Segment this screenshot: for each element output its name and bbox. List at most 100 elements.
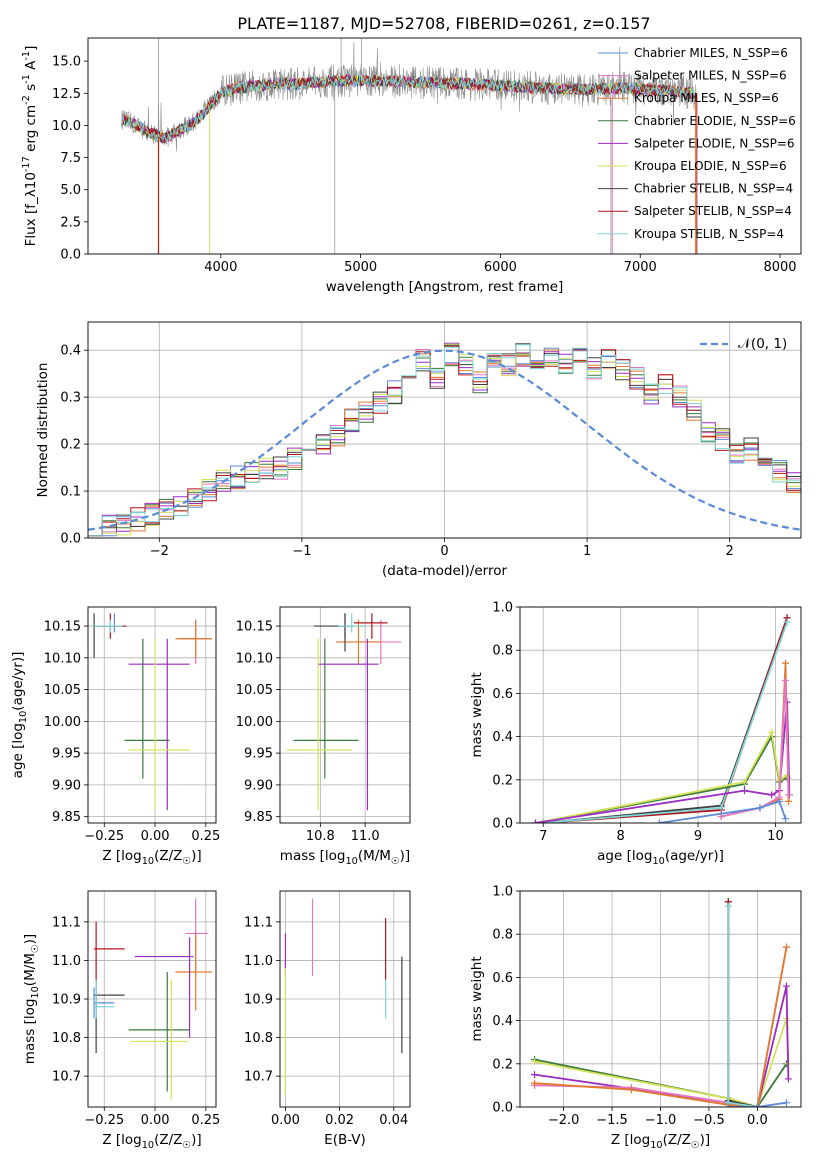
label-part: s xyxy=(23,84,39,95)
axes-frame xyxy=(279,606,411,824)
legend-label: Salpeter STELIB, N_SSP=4 xyxy=(634,204,792,218)
label-part: Flux [f_λ10 xyxy=(23,172,39,246)
y-tick-label: 12.5 xyxy=(52,87,81,102)
x-axis-label: wavelength [Angstrom, rest frame] xyxy=(326,279,564,295)
label-part: )] xyxy=(22,934,38,945)
y-tick-label: 0.0 xyxy=(492,817,513,832)
y-tick-label: 0.0 xyxy=(60,532,81,547)
plot-area xyxy=(531,614,793,823)
x-tick-label: −1.5 xyxy=(596,1113,628,1128)
model-kroupa_stelib xyxy=(121,74,696,143)
x-tick-label: −1.0 xyxy=(645,1113,677,1128)
label-part: (age/yr)] xyxy=(665,848,724,864)
y-tick-label: 9.90 xyxy=(244,778,273,793)
weight-point-kroupa_elodie xyxy=(531,1058,539,1066)
weight-point-chabrier_miles xyxy=(782,815,790,823)
y-tick-label: 10.15 xyxy=(44,620,81,635)
label-part: )] xyxy=(400,848,411,864)
label-part: mass weight xyxy=(469,672,485,757)
label-part: (data-model)/error xyxy=(382,563,508,579)
weight-point-kroupa_stelib xyxy=(783,618,791,626)
y-tick-label: 10.9 xyxy=(52,993,81,1008)
label-part: Z [log xyxy=(102,1132,141,1148)
label-script: 10 xyxy=(30,986,41,998)
weight-point-salpeter_elodie xyxy=(531,1071,539,1079)
weight-point-salpeter_elodie xyxy=(784,1075,792,1083)
weight-point-kroupa_miles xyxy=(782,943,790,951)
y-tick-label: 1.0 xyxy=(492,601,513,616)
weight-point-salpeter_elodie xyxy=(740,787,748,795)
weight-point-chabrier_miles xyxy=(724,1103,732,1107)
plot-area xyxy=(88,342,801,537)
label-part: Chabrier STELIB, N_SSP=4 xyxy=(634,182,793,196)
label-script: -1 xyxy=(21,51,32,61)
x-tick-label: 9 xyxy=(694,829,702,844)
y-tick-label: 10.9 xyxy=(244,993,273,1008)
data-spectrum xyxy=(121,42,697,152)
label-part: )] xyxy=(700,1132,711,1148)
label-part: Salpeter STELIB, N_SSP=4 xyxy=(634,204,792,218)
label-part: mass weight xyxy=(469,956,485,1041)
x-tick-label: 0.04 xyxy=(379,1113,408,1128)
label-part: ] xyxy=(23,46,39,51)
x-tick-label: 11.0 xyxy=(351,829,380,844)
x-tick-label: 8 xyxy=(616,829,624,844)
axes-frame xyxy=(87,606,217,824)
x-axis-label: Z [log10(Z/Z☉)] xyxy=(102,848,201,867)
label-part: A xyxy=(23,60,39,74)
y-tick-label: 2.5 xyxy=(60,215,81,230)
weight-point-salpeter_elodie xyxy=(782,982,790,990)
x-tick-label: 0.02 xyxy=(325,1113,354,1128)
x-tick-label: 0.25 xyxy=(191,1113,220,1128)
hist-kroupa_stelib xyxy=(88,344,801,537)
y-tick-label: 0.6 xyxy=(492,687,513,702)
y-tick-label: 0.3 xyxy=(60,391,81,406)
x-tick-label: 0.0 xyxy=(747,1113,768,1128)
legend-label: Kroupa STELIB, N_SSP=4 xyxy=(634,227,784,241)
plot-area xyxy=(93,898,212,1100)
normal-curve xyxy=(88,349,801,531)
y-tick-label: 0.1 xyxy=(60,485,81,500)
label-script: ☉ xyxy=(182,856,191,867)
label-script: ☉ xyxy=(182,1140,191,1151)
y-tick-label: 10.15 xyxy=(236,620,273,635)
panel-residual_histogram: −2 −1 0 1 2 0.0 0.1 0.2 0.3 0.4 (data-model)/error… xyxy=(35,321,802,579)
label-part: Kroupa STELIB, N_SSP=4 xyxy=(634,227,784,241)
weight-point-kroupa_elodie xyxy=(740,778,748,786)
weight-point-chabrier_miles xyxy=(655,819,663,823)
y-tick-label: 0.8 xyxy=(492,644,513,659)
x-tick-label: −0.5 xyxy=(693,1113,725,1128)
legend: Chabrier MILES, N_SSP=6 Salpeter MILES, N… xyxy=(598,46,796,241)
weight-line-chabrier_miles xyxy=(659,800,787,823)
weight-point-kroupa_stelib xyxy=(724,902,732,910)
label-part: (M/M xyxy=(358,848,391,864)
label-part: )] xyxy=(191,848,202,864)
weight-point-kroupa_miles xyxy=(782,659,790,667)
x-tick-label: 0.25 xyxy=(191,829,220,844)
x-tick-label: 10 xyxy=(767,829,784,844)
y-tick-label: 0.2 xyxy=(492,1057,513,1072)
x-axis-label: Z [log10(Z/Z☉)] xyxy=(611,1132,710,1151)
weight-line-salpeter_miles xyxy=(721,680,790,818)
y-tick-label: 9.95 xyxy=(244,747,273,762)
label-part: (M/M xyxy=(22,953,38,986)
y-tick-label: 9.85 xyxy=(244,810,273,825)
weight-point-salpeter_elodie xyxy=(768,791,776,799)
y-tick-label: 0.4 xyxy=(492,1014,513,1029)
label-script: 10 xyxy=(650,1140,662,1151)
label-part: E(B-V) xyxy=(324,1132,366,1148)
axes-frame xyxy=(279,890,411,1108)
x-tick-label: 8000 xyxy=(763,260,796,275)
weight-point-kroupa_miles xyxy=(627,1086,635,1094)
y-tick-label: 0.6 xyxy=(492,971,513,986)
hist-kroupa_miles xyxy=(88,349,801,537)
panel-spectrum: 4000 5000 6000 7000 8000 0.0 2.5 5.0 7.5 10.0 12.5… xyxy=(21,37,802,295)
weight-point-kroupa_miles xyxy=(785,797,793,805)
label-part: Normed distribution xyxy=(35,363,51,498)
hist-chabrier_elodie xyxy=(88,349,801,537)
axes-frame xyxy=(519,890,802,1108)
label-part: (Z/Z xyxy=(154,1132,182,1148)
y-tick-label: 7.5 xyxy=(60,151,81,166)
